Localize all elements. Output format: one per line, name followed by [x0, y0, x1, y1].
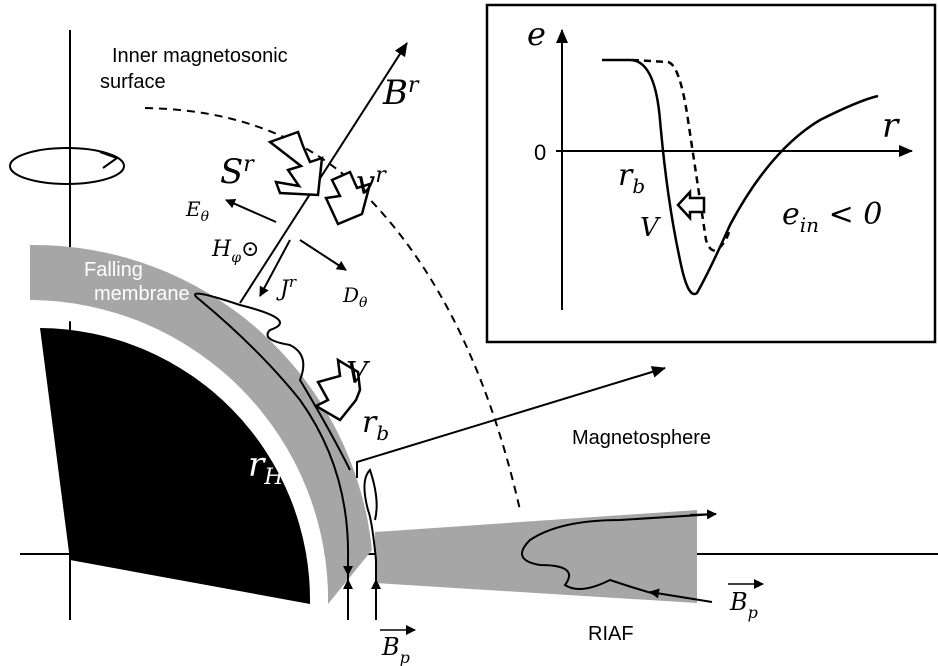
- rb-label: rb: [362, 405, 389, 445]
- jr-label: Jr: [276, 273, 297, 302]
- black-hole: [40, 328, 311, 604]
- e-theta-arrow: [225, 199, 277, 223]
- rotation-icon: [9, 147, 125, 185]
- membrane-field-line-1: [194, 292, 351, 620]
- inset-ein-label: ein < 0: [782, 197, 882, 237]
- inset-v-label: V: [640, 213, 661, 243]
- inner-surface-label-1: Inner magnetosonic: [112, 45, 288, 67]
- falling-membrane-label-1: Falling: [84, 259, 143, 281]
- br-label: Br: [382, 73, 420, 113]
- falling-membrane-label-2: membrane: [94, 283, 190, 305]
- d-theta-arrow: [299, 239, 347, 271]
- bp-label-right: Bp: [729, 588, 758, 622]
- e-theta-label: Eθ: [185, 197, 210, 225]
- vr-label: vr: [356, 163, 387, 203]
- riaf-field-line-lower: [649, 588, 713, 603]
- membrane-field-line-2: [363, 468, 378, 620]
- inset-v-arrow: [676, 188, 706, 222]
- jr-arrow: [259, 239, 291, 297]
- h-phi-label: Hφ⊙: [211, 237, 259, 266]
- bp-label-bottom: Bp: [381, 633, 410, 666]
- inner-surface-label-2: surface: [100, 71, 166, 93]
- v-falling-arrow: [313, 357, 362, 422]
- inset-solid-curve: [602, 58, 879, 296]
- vr-arrow: [324, 170, 372, 226]
- d-theta-label: Dθ: [342, 283, 368, 311]
- riaf-disk: [375, 510, 697, 603]
- sr-label: Sr: [220, 152, 255, 192]
- riaf-label: RIAF: [588, 623, 634, 645]
- inset-x-label: r: [882, 106, 900, 146]
- inset-dashed-curve: [631, 58, 732, 252]
- riaf-field-line-upper: [521, 513, 717, 595]
- magnetosphere-arrow: [356, 366, 666, 478]
- inset-plot: e r 0 rb V ein < 0: [485, 3, 937, 344]
- v-falling-label: V: [346, 356, 371, 391]
- sr-arrow: [267, 130, 324, 197]
- br-field-line: [239, 42, 408, 304]
- falling-membrane-band: [30, 244, 372, 604]
- inset-zero-label: 0: [534, 140, 546, 165]
- inset-y-label: e: [527, 15, 546, 53]
- magnetosphere-label: Magnetosphere: [572, 427, 711, 449]
